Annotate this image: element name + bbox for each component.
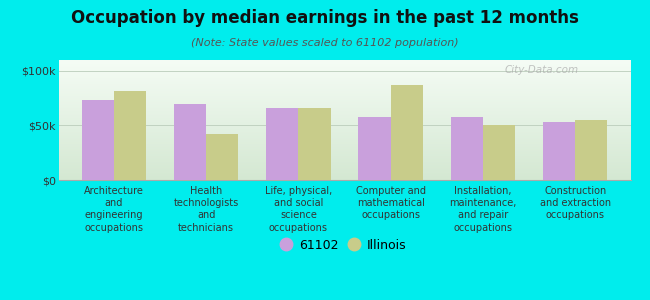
- Bar: [543, 122, 575, 180]
- Bar: [81, 100, 114, 180]
- Bar: [114, 91, 146, 180]
- Legend: 61102, Illinois: 61102, Illinois: [279, 235, 410, 255]
- Bar: [450, 117, 483, 180]
- Bar: [298, 108, 331, 180]
- Bar: [543, 122, 575, 180]
- Bar: [298, 108, 331, 180]
- Bar: [206, 134, 239, 180]
- Bar: [391, 85, 423, 180]
- Bar: [174, 103, 206, 180]
- Bar: [575, 120, 608, 180]
- Bar: [81, 100, 114, 180]
- Bar: [358, 117, 391, 180]
- Text: City-Data.com: City-Data.com: [504, 65, 578, 75]
- Bar: [206, 134, 239, 180]
- Bar: [266, 108, 298, 180]
- Bar: [483, 125, 515, 180]
- Text: (Note: State values scaled to 61102 population): (Note: State values scaled to 61102 popu…: [191, 38, 459, 47]
- Bar: [391, 85, 423, 180]
- Bar: [483, 125, 515, 180]
- Bar: [575, 120, 608, 180]
- Text: Occupation by median earnings in the past 12 months: Occupation by median earnings in the pas…: [71, 9, 579, 27]
- Bar: [114, 91, 146, 180]
- Bar: [358, 117, 391, 180]
- Bar: [266, 108, 298, 180]
- Bar: [450, 117, 483, 180]
- Bar: [174, 103, 206, 180]
